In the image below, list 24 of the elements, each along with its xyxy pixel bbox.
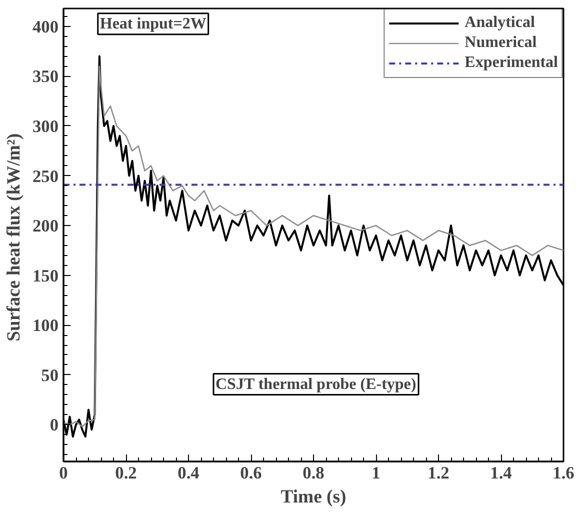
legend-label: Analytical xyxy=(464,14,535,32)
annotation: Heat input=2W xyxy=(100,15,206,32)
x-tick-label: 0.8 xyxy=(302,464,325,482)
x-tick-label: 0.2 xyxy=(115,464,137,482)
x-axis-title: Time (s) xyxy=(280,486,346,508)
legend-label: Experimental xyxy=(464,54,558,72)
x-tick-label: 1.2 xyxy=(428,464,450,482)
y-tick-label: 250 xyxy=(32,166,59,186)
y-tick-label: 400 xyxy=(32,17,59,36)
y-tick-label: 150 xyxy=(32,266,59,286)
x-tick-label: 1 xyxy=(372,464,380,482)
annotation: CSJT thermal probe (E-type) xyxy=(216,376,416,393)
x-tick-label: 1.6 xyxy=(552,464,575,482)
legend-label: Numerical xyxy=(464,34,537,52)
x-tick-label: 0.4 xyxy=(178,464,200,482)
y-axis-title: Surface heat flux (kW/m²) xyxy=(4,133,25,342)
y-tick-label: 0 xyxy=(50,416,59,435)
y-tick-label: 300 xyxy=(32,116,59,136)
y-tick-label: 100 xyxy=(32,316,59,336)
y-tick-label: 200 xyxy=(32,216,59,236)
x-tick-label: 0.6 xyxy=(240,464,262,482)
y-tick-label: 350 xyxy=(32,67,59,86)
x-tick-label: 1.4 xyxy=(490,464,512,482)
y-tick-label: 50 xyxy=(41,366,58,385)
